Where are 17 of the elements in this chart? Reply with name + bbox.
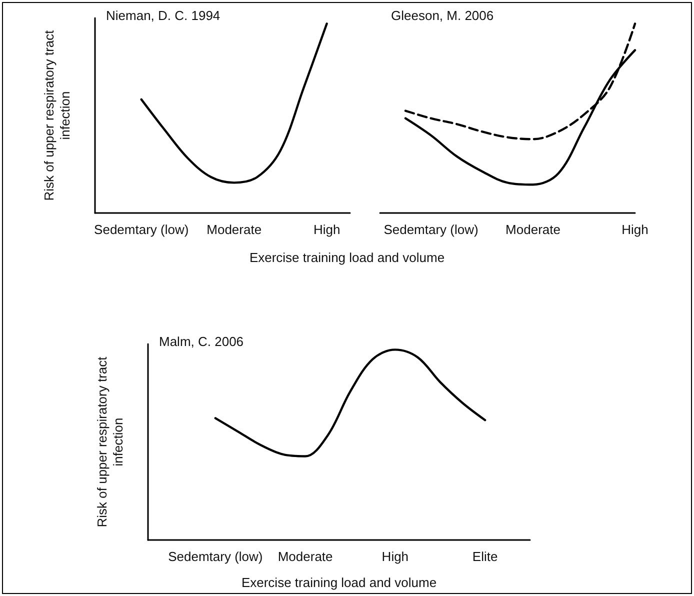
x-tick-label: Elite (472, 549, 498, 564)
x-tick-label: High (313, 222, 340, 237)
x-tick-label: Sedemtary (low) (384, 222, 478, 237)
chart-title: Gleeson, M. 2006 (391, 8, 494, 23)
y-axis-title: Risk of upper respiratory tract infection (42, 30, 72, 201)
x-tick-label: High (382, 549, 409, 564)
x-tick-label: Moderate (206, 222, 262, 237)
chart-title: Nieman, D. C. 1994 (106, 8, 220, 23)
x-axis-title: Exercise training load and volume (248, 250, 446, 265)
x-tick-label: Moderate (278, 549, 333, 564)
x-tick-label: Sedemtary (low) (94, 222, 189, 237)
x-tick-label: Sedemtary (low) (168, 549, 263, 564)
x-axis-title: Exercise training load and volume (241, 575, 437, 590)
x-tick-label: High (622, 222, 648, 237)
x-tick-label: Moderate (506, 222, 560, 237)
y-axis-title: Risk of upper respiratory tract infection (94, 356, 126, 528)
chart-title: Malm, C. 2006 (159, 334, 244, 349)
